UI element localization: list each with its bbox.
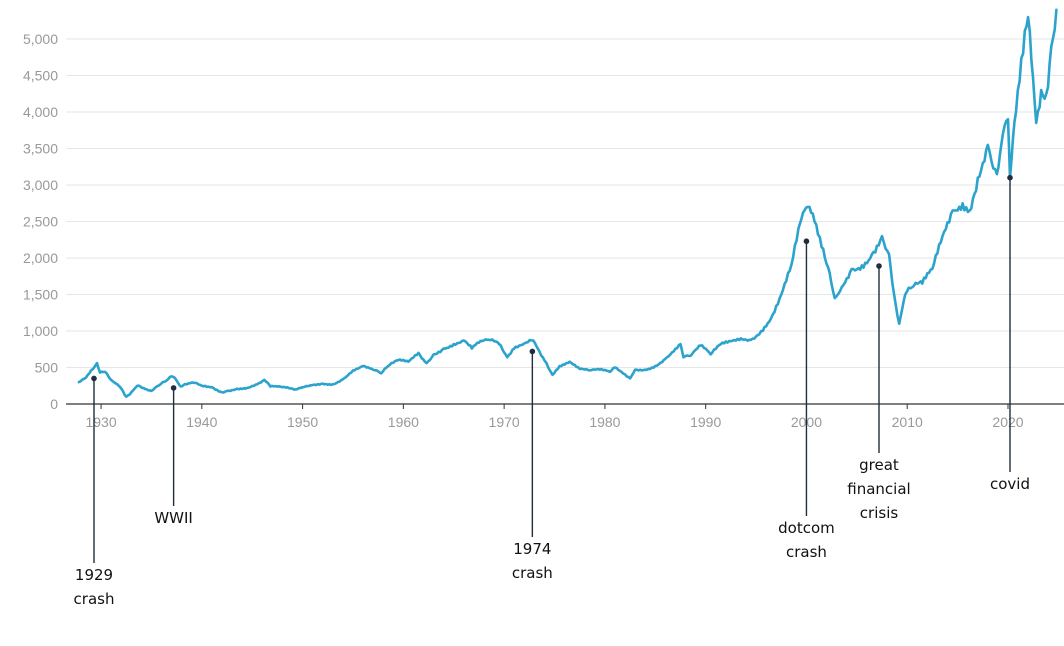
x-tick-label: 1950 (287, 414, 318, 430)
annotation-marker (1007, 174, 1013, 181)
x-tick-label: 2020 (992, 414, 1023, 430)
y-tick-label: 0 (50, 396, 58, 412)
y-tick-label: 1,500 (23, 287, 58, 303)
x-tick-label: 1970 (489, 414, 520, 430)
annotation-label: crash (74, 590, 115, 608)
y-tick-label: 4,000 (23, 104, 58, 120)
x-tick-label: 1990 (690, 414, 721, 430)
annotation-marker (170, 385, 177, 391)
annotation-marker (803, 238, 810, 245)
x-tick-label: 1940 (186, 414, 217, 430)
annotations: 1929 crash WWII 1974 crash dotcom crash great fi… (74, 174, 1030, 608)
annotation-label: crash (512, 564, 553, 582)
x-axis-ticks: 1930 1940 1950 1960 1970 1980 1990 2000 2010 2020 (85, 404, 1024, 430)
y-tick-label: 2,000 (23, 250, 58, 266)
y-tick-label: 2,500 (23, 214, 58, 230)
series-line (77, 8, 1058, 398)
annotation-label: covid (990, 475, 1030, 493)
y-tick-label: 1,000 (23, 323, 58, 339)
annotation-label: WWII (154, 509, 193, 527)
annotation-marker (876, 263, 882, 269)
x-tick-label: 1960 (388, 414, 419, 430)
x-tick-label: 2010 (892, 414, 923, 430)
gridlines (66, 38, 1064, 368)
annotation-label: financial (847, 480, 910, 498)
annotation-marker (91, 375, 97, 382)
annotation-label: dotcom (778, 519, 835, 537)
y-tick-label: 4,500 (23, 68, 58, 84)
series-layer (77, 8, 1058, 398)
annotation-label: great (859, 456, 899, 474)
y-axis-ticks: 0 500 1,000 1,500 2,000 2,500 3,000 3,500 4,000 4… (23, 31, 58, 412)
x-tick-label: 1980 (589, 414, 620, 430)
x-tick-label: 1930 (85, 414, 116, 430)
y-tick-label: 3,000 (23, 177, 58, 193)
annotation-label: 1929 (75, 566, 113, 584)
annotation-label: crisis (860, 504, 899, 522)
y-tick-label: 500 (35, 360, 59, 376)
annotation-label: 1974 (513, 540, 551, 558)
annotation-marker (529, 348, 536, 355)
y-tick-label: 5,000 (23, 31, 58, 47)
y-tick-label: 3,500 (23, 141, 58, 157)
annotation-label: crash (786, 543, 827, 561)
